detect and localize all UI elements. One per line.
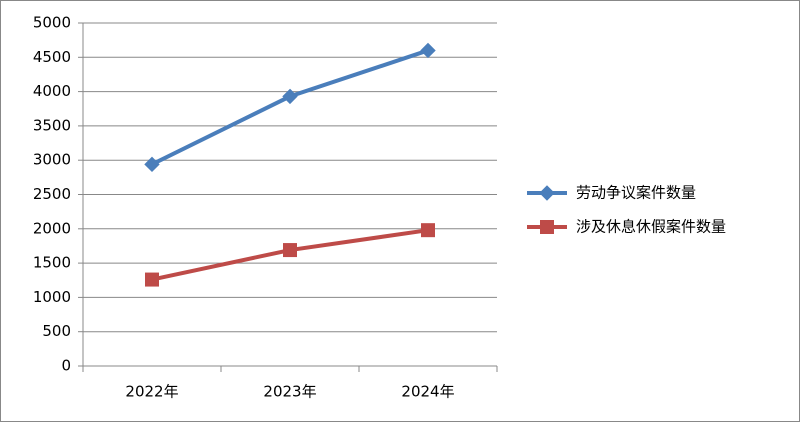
- data-point: [282, 88, 298, 105]
- y-tick-label: 500: [42, 322, 71, 340]
- y-tick-label: 2000: [33, 219, 71, 237]
- legend-marker: [539, 185, 555, 201]
- y-tick-label: 1500: [33, 254, 71, 272]
- y-tick-label: 0: [61, 357, 71, 375]
- y-tick-label: 3500: [33, 116, 71, 134]
- legend-marker: [540, 220, 554, 234]
- y-tick-label: 1000: [33, 288, 71, 306]
- legend-label: 劳动争议案件数量: [576, 184, 696, 202]
- y-tick-label: 4000: [33, 82, 71, 100]
- data-point: [421, 223, 435, 238]
- x-tick-label: 2022年: [125, 383, 178, 401]
- x-tick-label: 2024年: [401, 383, 454, 401]
- data-point: [145, 272, 159, 287]
- x-tick-label: 2023年: [263, 383, 316, 401]
- y-tick-label: 5000: [33, 14, 71, 32]
- data-point: [144, 156, 160, 173]
- data-point: [283, 243, 297, 258]
- y-tick-label: 4500: [33, 48, 71, 66]
- y-tick-label: 3000: [33, 151, 71, 169]
- data-point: [420, 42, 436, 59]
- legend-label: 涉及休息休假案件数量: [576, 218, 726, 236]
- y-tick-label: 2500: [33, 185, 71, 203]
